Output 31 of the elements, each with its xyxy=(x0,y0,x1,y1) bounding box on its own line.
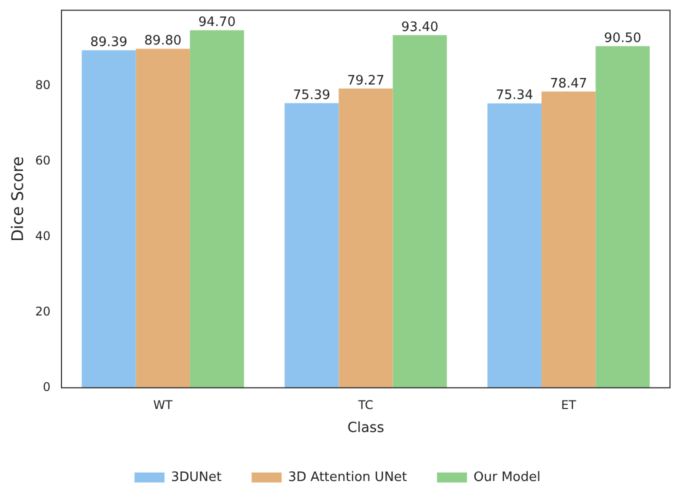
bar xyxy=(338,88,393,388)
bar xyxy=(82,50,136,388)
bar xyxy=(596,46,650,388)
bar xyxy=(542,92,596,388)
y-tick-label: 0 xyxy=(42,380,50,394)
bar xyxy=(392,35,447,388)
y-tick-label: 40 xyxy=(35,228,50,243)
legend-label: 3DUNet xyxy=(171,470,222,485)
x-axis-title: Class xyxy=(347,420,384,436)
y-axis-title: Dice Score xyxy=(8,156,27,242)
bar xyxy=(487,103,542,388)
x-tick-label: TC xyxy=(357,398,374,412)
bar xyxy=(136,48,190,388)
bar xyxy=(284,103,339,388)
x-tick-label: ET xyxy=(561,398,577,412)
text: 75.34 xyxy=(496,88,534,104)
y-tick-label: 80 xyxy=(35,78,50,92)
y-tick-label: 20 xyxy=(35,304,50,318)
text: 89.80 xyxy=(144,34,182,49)
text: 78.47 xyxy=(550,76,588,92)
legend-label: Our Model xyxy=(474,470,540,485)
text: 75.39 xyxy=(293,88,330,103)
legend-label: 3D Attention UNet xyxy=(288,470,408,485)
x-tick-label: WT xyxy=(153,398,174,412)
text: 94.70 xyxy=(198,15,236,30)
text: 93.40 xyxy=(401,20,438,35)
y-tick-label: 60 xyxy=(35,153,50,168)
text: 90.50 xyxy=(604,30,642,46)
text: 89.39 xyxy=(90,35,128,50)
bar xyxy=(190,30,244,388)
text: 79.27 xyxy=(347,73,384,88)
